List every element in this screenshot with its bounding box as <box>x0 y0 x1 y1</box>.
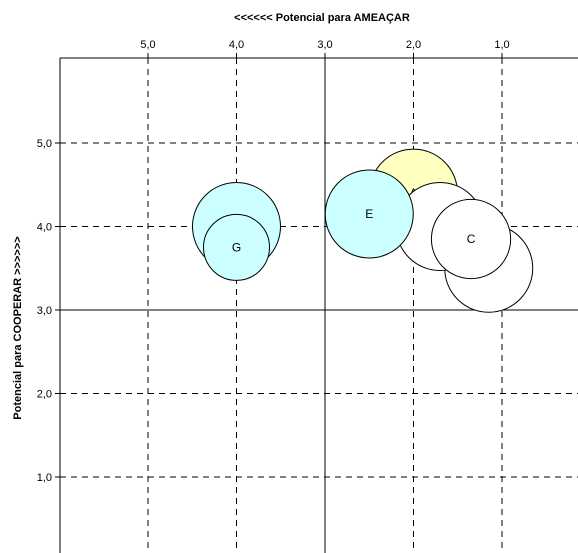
bubble-label-g: G <box>232 240 241 254</box>
y-tick-label: 4,0 <box>37 222 52 234</box>
x-tick-label: 5,0 <box>140 39 155 51</box>
x-axis-title: <<<<<< Potencial para AMEAÇAR <box>234 12 410 24</box>
y-tick-label: 2,0 <box>37 389 52 401</box>
x-tick-label: 3,0 <box>317 39 332 51</box>
y-axis-title: Potencial para COOPERAR >>>>>> <box>12 236 24 419</box>
x-tick-label: 2,0 <box>406 39 421 51</box>
y-tick-label: 5,0 <box>37 138 52 150</box>
bubble-label-c: C <box>467 232 476 246</box>
y-tick-label: 3,0 <box>37 305 52 317</box>
x-tick-label: 4,0 <box>229 39 244 51</box>
bubbles: ABDCEFG <box>192 148 534 313</box>
bubble-c <box>430 198 512 280</box>
bubble-label-e: E <box>365 207 373 221</box>
x-tick-label: 1,0 <box>494 39 509 51</box>
bubble-g <box>203 213 270 281</box>
y-tick-label: 1,0 <box>37 472 52 484</box>
bubble-e <box>324 169 414 259</box>
tick-labels: 5,0 4,0 3,0 2,0 1,0 5,0 4,0 3,0 2,0 1,0 <box>37 39 510 484</box>
